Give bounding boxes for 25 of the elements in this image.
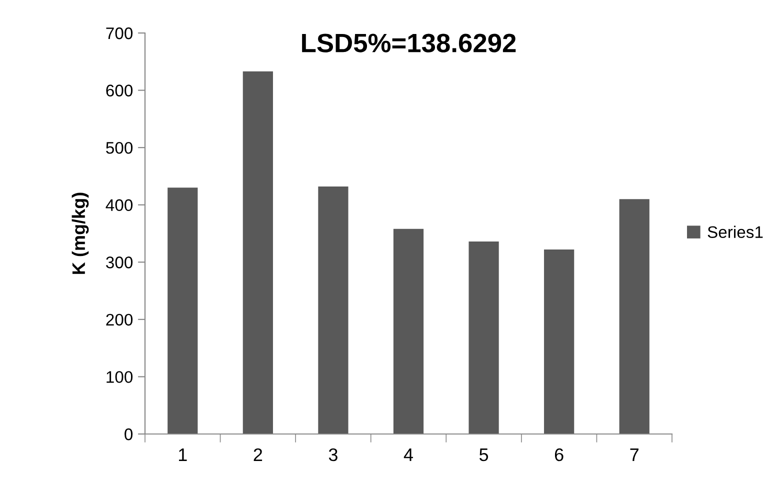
legend-label: Series1	[708, 226, 763, 238]
x-tick-label: 2	[254, 448, 262, 461]
bar	[242, 71, 273, 434]
bar	[318, 186, 348, 434]
y-tick-label: 300	[106, 256, 133, 268]
y-tick-label: 200	[106, 314, 133, 326]
y-tick-label: 400	[106, 199, 133, 212]
y-tick-label: 700	[106, 27, 133, 40]
y-tick-label: 500	[106, 142, 133, 154]
x-tick-label: 6	[554, 448, 564, 462]
bar	[393, 228, 424, 434]
x-tick-label: 3	[328, 448, 338, 462]
bar	[619, 199, 650, 434]
bar	[468, 242, 499, 434]
y-tick-label: 0	[124, 428, 133, 440]
bar	[168, 188, 198, 434]
y-tick-label: 600	[106, 84, 133, 96]
y-axis-title: K (mg/kg)	[72, 192, 89, 274]
y-tick-label: 100	[106, 371, 133, 383]
chart-title: LSD5%=138.6292	[302, 34, 516, 52]
x-tick-label: 4	[404, 448, 413, 461]
x-tick-label: 5	[479, 448, 488, 462]
bar	[544, 250, 574, 434]
x-tick-label: 7	[630, 448, 638, 461]
x-tick-label: 1	[179, 448, 187, 461]
